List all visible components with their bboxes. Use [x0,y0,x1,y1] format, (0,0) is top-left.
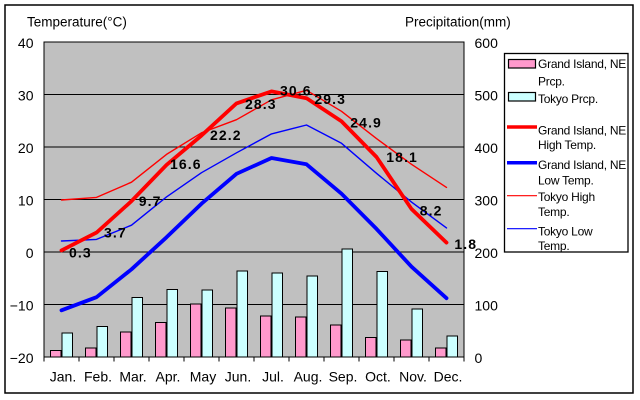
svg-text:Aug.: Aug. [294,369,323,385]
svg-text:Jan.: Jan. [50,369,76,385]
svg-text:Tokyo Low: Tokyo Low [538,224,593,238]
svg-text:Low Temp.: Low Temp. [538,174,594,188]
svg-text:30: 30 [18,88,34,104]
svg-text:Precipitation(mm): Precipitation(mm) [405,15,511,30]
svg-text:8.2: 8.2 [420,203,443,219]
svg-text:Sep.: Sep. [329,369,358,385]
svg-text:Temperature(°C): Temperature(°C) [27,15,127,30]
svg-text:Grand Island, NE: Grand Island, NE [538,57,626,71]
svg-text:29.3: 29.3 [314,91,346,107]
svg-text:3.7: 3.7 [104,224,127,240]
svg-text:Nov.: Nov. [399,369,427,385]
svg-text:Grand Island, NE: Grand Island, NE [538,158,626,172]
svg-text:May: May [190,369,216,385]
svg-text:Jun.: Jun. [225,369,251,385]
svg-text:16.6: 16.6 [170,156,202,172]
svg-text:Temp.: Temp. [538,239,569,253]
svg-text:0: 0 [475,350,483,366]
svg-text:200: 200 [475,245,499,261]
svg-text:30.6: 30.6 [280,82,312,98]
svg-text:10: 10 [18,193,34,209]
svg-text:300: 300 [475,193,499,209]
svg-text:Tokyo High: Tokyo High [538,190,595,204]
svg-text:Temp.: Temp. [538,205,569,219]
svg-text:High Temp.: High Temp. [538,138,596,152]
svg-text:22.2: 22.2 [210,127,242,143]
svg-text:24.9: 24.9 [350,115,382,131]
svg-text:600: 600 [475,35,499,51]
svg-text:0: 0 [26,245,34,261]
svg-text:Dec.: Dec. [434,369,463,385]
svg-text:−20: −20 [10,350,34,366]
svg-text:0.3: 0.3 [69,244,92,260]
svg-text:9.7: 9.7 [139,193,162,209]
svg-text:500: 500 [475,88,499,104]
svg-text:1.8: 1.8 [454,236,477,252]
svg-text:Apr.: Apr. [156,369,181,385]
svg-text:Tokyo Prcp.: Tokyo Prcp. [538,92,598,106]
svg-text:Grand Island, NE: Grand Island, NE [538,124,626,138]
svg-text:20: 20 [18,140,34,156]
svg-text:28.3: 28.3 [245,96,277,112]
svg-text:40: 40 [18,35,34,51]
svg-text:Jul.: Jul. [262,369,284,385]
svg-text:−10: −10 [10,298,34,314]
svg-text:Oct.: Oct. [365,369,391,385]
svg-text:Mar.: Mar. [119,369,146,385]
svg-text:400: 400 [475,140,499,156]
svg-text:18.1: 18.1 [386,149,418,165]
svg-text:Feb.: Feb. [84,369,112,385]
svg-text:100: 100 [475,298,499,314]
svg-text:Prcp.: Prcp. [538,75,565,89]
